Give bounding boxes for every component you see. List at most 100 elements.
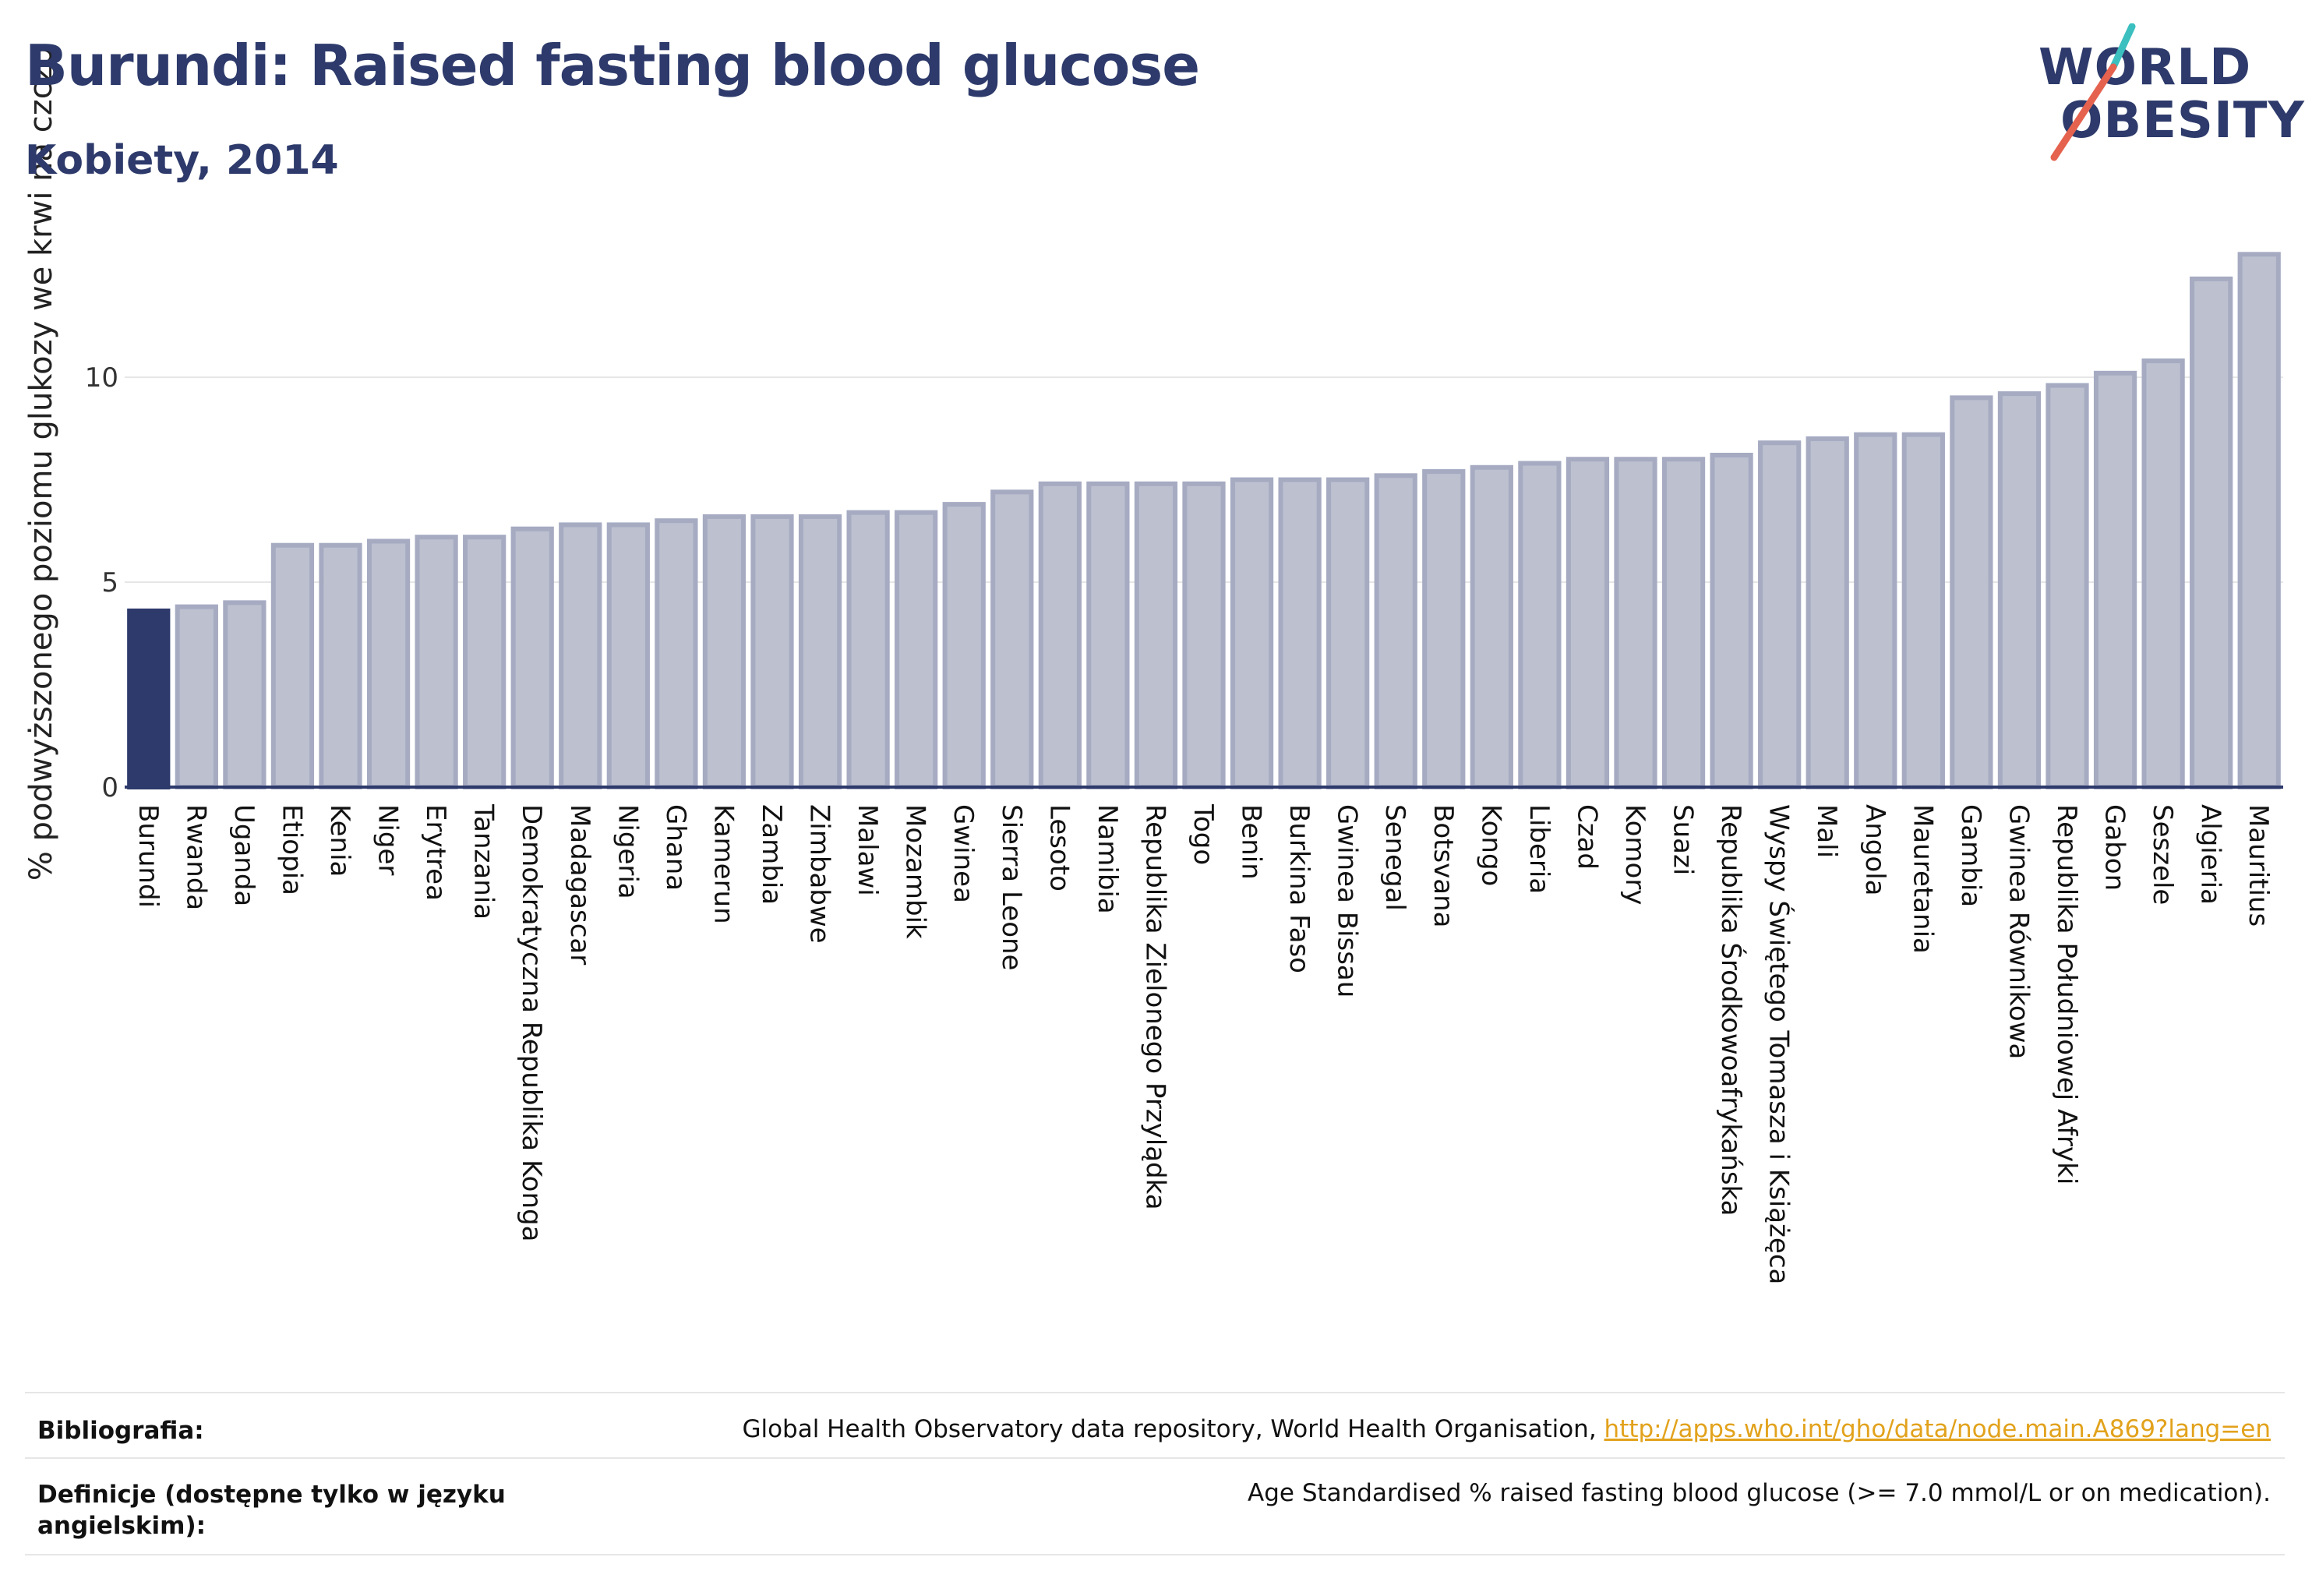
bar (1806, 436, 1849, 789)
bar (1422, 469, 1466, 789)
x-tick-label: Wyspy Świętego Tomasza i Książęca (1763, 804, 1795, 1284)
bar (223, 600, 267, 789)
x-tick-label: Uganda (228, 804, 259, 906)
bar (415, 535, 458, 789)
x-tick-label: Mozambik (900, 804, 931, 939)
bar (2141, 358, 2185, 789)
bibliography-label: Bibliografia: (37, 1417, 204, 1445)
x-tick-label: Algieria (2195, 804, 2226, 905)
bar (1518, 461, 1562, 789)
footer-divider-bottom (25, 1554, 2285, 1555)
bar (2093, 370, 2137, 789)
bar (175, 604, 218, 789)
bar (510, 526, 554, 790)
x-tick-label: Republika Południowej Afryki (2051, 804, 2082, 1185)
bar (1661, 457, 1706, 790)
bar (463, 535, 507, 789)
chart-subtitle: Kobiety, 2014 (25, 137, 339, 184)
x-tick-label: Kamerun (708, 804, 739, 924)
world-obesity-logo[interactable]: WORLD OBESITY (2026, 23, 2304, 164)
footer-divider-middle (25, 1457, 2285, 1459)
x-tick-label: Republika Zielonego Przylądka (1139, 804, 1170, 1210)
x-tick-label: Czad (1571, 804, 1602, 870)
bar (702, 514, 747, 790)
bar (559, 522, 602, 789)
x-tick-label: Zambia (756, 804, 787, 905)
bar (366, 538, 411, 789)
definitions-text: Age Standardised % raised fasting blood … (1248, 1479, 2271, 1507)
bar (1950, 395, 1993, 789)
chart-title: Burundi: Raised fasting blood glucose (25, 33, 1200, 98)
bibliography-link[interactable]: http://apps.who.int/gho/data/node.main.A… (1604, 1415, 2271, 1443)
bar (655, 518, 698, 789)
x-tick-label: Republika Środkowoafrykańska (1715, 804, 1747, 1216)
bar (846, 510, 890, 789)
bar (798, 514, 842, 790)
bar (750, 514, 794, 790)
y-tick-label: 5 (101, 567, 118, 598)
x-tick-label: Komory (1619, 804, 1650, 905)
x-tick-label: Mauritius (2243, 804, 2274, 927)
x-tick-label: Sierra Leone (996, 804, 1027, 970)
bar (1710, 453, 1753, 789)
x-tick-label: Kenia (324, 804, 355, 877)
x-tick-label: Seszele (2147, 804, 2178, 905)
x-tick-label: Botsvana (1428, 804, 1459, 928)
bar (1230, 477, 1274, 789)
bar (1997, 391, 2042, 789)
logo-line-1: WORLD (2038, 39, 2252, 97)
x-tick-label: Nigeria (612, 804, 643, 899)
x-tick-label: Gwinea Równikowa (2003, 804, 2034, 1059)
bar (895, 510, 938, 789)
x-tick-label: Gwinea Bissau (1332, 804, 1363, 998)
x-tick-label: Burundi (132, 804, 164, 908)
bar (2190, 276, 2233, 789)
x-tick-label: Mauretania (1907, 804, 1938, 954)
x-tick-label: Gambia (1955, 804, 1986, 907)
x-tick-label: Erytrea (420, 804, 451, 901)
x-tick-label: Rwanda (180, 804, 211, 910)
bar (2237, 252, 2281, 789)
x-tick-label: Togo (1188, 803, 1219, 865)
bar (1470, 464, 1513, 789)
bar (942, 502, 986, 789)
x-tick-label: Senegal (1379, 804, 1410, 911)
x-tick-label: Gwinea (948, 804, 979, 903)
x-tick-label: Lesoto (1043, 804, 1075, 892)
x-tick-label: Ghana (660, 804, 691, 891)
bibliography-value: Global Health Observatory data repositor… (742, 1415, 2271, 1443)
definitions-label: Definicje (dostępne tylko w języku angie… (37, 1481, 506, 1540)
x-tick-label: Benin (1236, 804, 1267, 880)
bibliography-text: Global Health Observatory data repositor… (742, 1415, 1604, 1443)
x-tick-label: Mali (1811, 804, 1842, 858)
logo-line-2: OBESITY (2060, 92, 2305, 150)
x-tick-label: Etiopia (276, 804, 307, 895)
x-tick-label: Burkina Faso (1283, 804, 1315, 973)
logo-slash-icon (2050, 23, 2136, 161)
bar (1614, 457, 1657, 790)
bar (1901, 432, 1945, 789)
bar (270, 542, 315, 789)
bar (1565, 457, 1610, 790)
x-tick-label: Zimbabwe (804, 804, 835, 944)
x-tick-label: Liberia (1523, 804, 1555, 894)
bar (1326, 477, 1370, 789)
x-tick-label: Niger (372, 804, 404, 875)
bar (319, 542, 362, 789)
x-tick-label: Angola (1859, 804, 1890, 895)
x-tick-label: Suazi (1668, 804, 1699, 875)
y-tick-label: 10 (85, 362, 118, 394)
bar (1182, 481, 1226, 789)
x-tick-label: Gabon (2099, 804, 2130, 891)
x-tick-label: Tanzania (468, 803, 499, 920)
bar (1758, 440, 1802, 789)
x-tick-label: Madagascar (564, 804, 595, 965)
y-axis-label: % podwyższonego poziomu glukozy we krwi … (23, 47, 59, 881)
x-tick-label: Kongo (1475, 804, 1506, 886)
bar (1278, 477, 1322, 789)
bar (1374, 473, 1417, 790)
footer-divider-top (25, 1392, 2285, 1393)
bar (1854, 432, 1897, 789)
y-tick-label: 0 (101, 772, 118, 803)
bar (2046, 383, 2089, 789)
